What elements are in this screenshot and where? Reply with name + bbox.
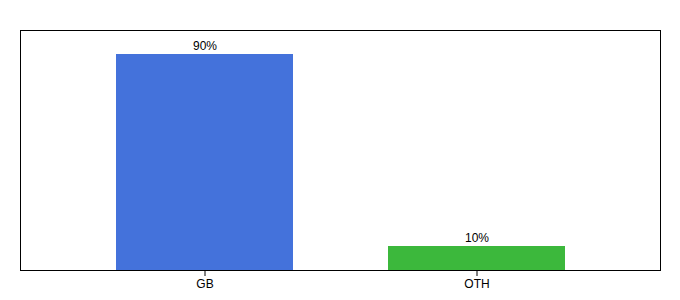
svg-text:OTH: OTH [464,277,489,291]
svg-text:GB: GB [196,277,213,291]
svg-text:90%: 90% [193,39,217,53]
svg-text:10%: 10% [465,231,489,245]
